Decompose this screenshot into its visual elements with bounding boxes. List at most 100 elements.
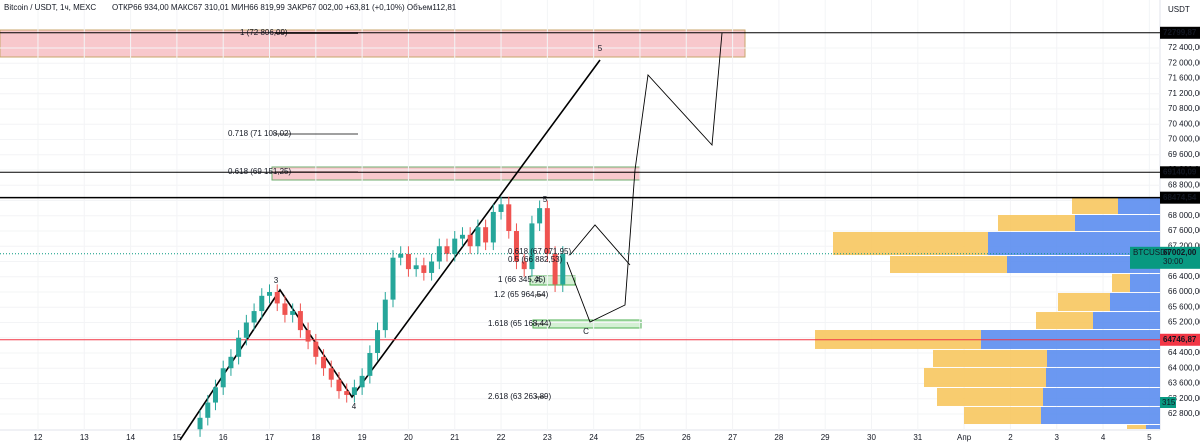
- fib-label: 0.5 (66 882,53): [508, 255, 563, 264]
- profile-up: [1058, 292, 1110, 312]
- x-tick-label: 14: [126, 433, 135, 442]
- candle-body: [305, 330, 311, 342]
- y-tick-label: 67 200,00: [1168, 241, 1200, 250]
- x-tick-label: 31: [913, 433, 922, 442]
- candle-body: [220, 368, 226, 388]
- wave-label: A: [535, 276, 541, 285]
- y-tick-label: 67 600,00: [1168, 226, 1200, 235]
- y-tick-label: 63 600,00: [1168, 379, 1200, 388]
- y-tick-label: 68 800,00: [1168, 180, 1200, 189]
- profile-down: [1093, 312, 1160, 330]
- y-tick-label: 66 000,00: [1168, 287, 1200, 296]
- y-tick-label: 71 200,00: [1168, 89, 1200, 98]
- y-tick-label: 69 600,00: [1168, 150, 1200, 159]
- profile-up: [1036, 312, 1093, 330]
- price-tag: [1160, 166, 1200, 179]
- x-tick-label: 20: [404, 433, 413, 442]
- last-price-symbol: BTCUSDT: [1133, 248, 1171, 257]
- profile-down: [1130, 274, 1160, 292]
- last-price-label: 67002,00: [1163, 248, 1197, 257]
- x-tick-label: 15: [172, 433, 181, 442]
- wave-label: C: [583, 327, 589, 336]
- supply-zone: [0, 29, 746, 58]
- x-tick-label: 2: [1008, 433, 1013, 442]
- profile-up: [998, 215, 1075, 232]
- candle-body: [552, 253, 558, 285]
- candle-body: [560, 253, 566, 285]
- x-tick-label: 4: [1101, 433, 1106, 442]
- candle-body: [375, 330, 381, 353]
- x-tick-label: 24: [589, 433, 598, 442]
- profile-up: [833, 232, 988, 256]
- candle-body: [521, 261, 527, 270]
- profile-down: [1075, 215, 1160, 232]
- target-zone: [271, 166, 641, 181]
- fib-label: 1 (72 806,09): [240, 28, 288, 37]
- candle-body: [228, 356, 234, 369]
- candle-body: [313, 341, 319, 357]
- x-tick-label: 12: [34, 433, 43, 442]
- candle-body: [513, 231, 519, 262]
- candle-body: [444, 246, 450, 254]
- ohlc-header: ОТКР66 934,00 МАКС67 310,01 МИН66 819,99…: [112, 3, 457, 12]
- candle-body: [421, 265, 427, 273]
- price-tag: [1160, 333, 1200, 346]
- x-tick-label: 17: [265, 433, 274, 442]
- candle-body: [382, 299, 388, 331]
- candle-body: [267, 292, 273, 296]
- profile-up: [1112, 274, 1130, 292]
- y-tick-label: 66 400,00: [1168, 272, 1200, 281]
- profile-down: [988, 232, 1160, 256]
- y-tick-label: 65 200,00: [1168, 318, 1200, 327]
- y-tick-label: 70 800,00: [1168, 104, 1200, 113]
- price-tag-label: 68474,54: [1163, 193, 1197, 202]
- candle-body: [467, 234, 473, 247]
- fib-label: 2.618 (63 263,89): [488, 392, 551, 401]
- candle-body: [344, 391, 350, 395]
- y-tick-label: 64 400,00: [1168, 348, 1200, 357]
- candle-body: [205, 402, 211, 418]
- candle-body: [390, 257, 396, 300]
- profile-up: [937, 387, 1043, 406]
- fib-label: 1 (66 345,45): [498, 275, 546, 284]
- x-tick-label: 25: [636, 433, 645, 442]
- profile-up: [933, 349, 1047, 367]
- wave-label: 5: [598, 44, 603, 53]
- price-tag-label: 72799,87: [1163, 28, 1197, 37]
- candle-body: [413, 265, 419, 270]
- candle-body: [490, 211, 496, 243]
- wave-label: 3: [274, 276, 279, 285]
- profile-up: [924, 367, 1046, 387]
- profile-down: [1046, 367, 1160, 387]
- candle-body: [282, 303, 288, 315]
- candle-body: [243, 322, 249, 338]
- candle-body: [544, 208, 550, 254]
- candle-body: [290, 311, 296, 315]
- candle-body: [212, 387, 218, 403]
- candle-body: [429, 261, 435, 273]
- x-tick-label: 23: [543, 433, 552, 442]
- profile-down: [1118, 197, 1160, 214]
- fib-label: 0.718 (71 108,02): [228, 129, 291, 138]
- profile-down: [1146, 425, 1160, 429]
- fib-label: 0.618 (69 151,25): [228, 167, 291, 176]
- x-tick-label: 3: [1055, 433, 1060, 442]
- y-tick-label: 63 200,00: [1168, 394, 1200, 403]
- y-tick-label: 62 800,00: [1168, 409, 1200, 418]
- candle-body: [274, 292, 280, 304]
- symbol-title: Bitcoin / USDT, 1ч, MEXC: [4, 3, 96, 12]
- x-tick-label: 27: [728, 433, 737, 442]
- profile-up: [1072, 197, 1118, 214]
- price-tag: [1160, 191, 1200, 204]
- profile-down: [1007, 256, 1160, 274]
- profile-down: [1043, 387, 1160, 406]
- candle-body: [197, 417, 203, 430]
- y-tick-label: 70 000,00: [1168, 135, 1200, 144]
- fib-label: 1.2 (65 964,54): [494, 290, 549, 299]
- candle-body: [259, 295, 265, 312]
- x-tick-label: 28: [774, 433, 783, 442]
- support-box: [532, 319, 642, 329]
- candle-body: [398, 253, 404, 258]
- x-tick-label: 18: [311, 433, 320, 442]
- candle-body: [251, 311, 257, 323]
